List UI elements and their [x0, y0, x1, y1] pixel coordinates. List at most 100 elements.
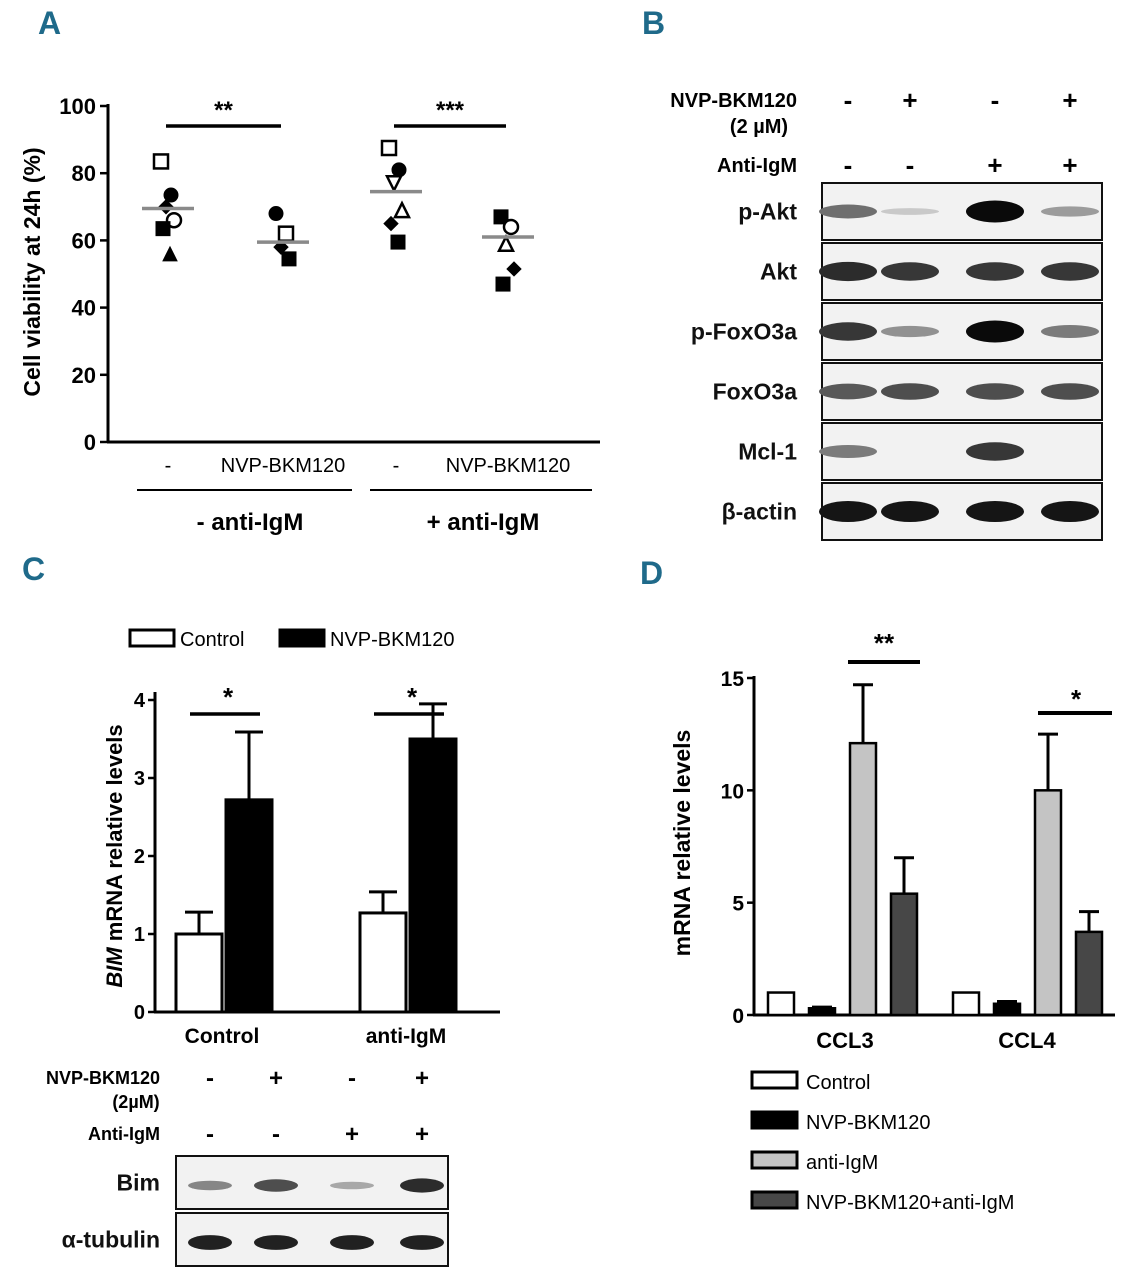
panel-a-significance-label: ** — [214, 97, 233, 124]
panel-c-y-tick-label: 4 — [134, 690, 146, 712]
panel-c-bar-control — [174, 932, 224, 1014]
panel-b-treatment1-sign: + — [902, 85, 917, 115]
panel-c-band — [330, 1181, 374, 1190]
panel-d-significance-label: * — [1071, 684, 1082, 714]
panel-c-band — [188, 1235, 232, 1250]
panel-c-y-tick-label: 2 — [134, 846, 145, 868]
panel-b-band — [819, 383, 877, 400]
panel-a-point-open-circle — [502, 218, 520, 236]
panel-d-y-tick-label: 5 — [732, 893, 744, 916]
panel-c-y-axis-title-italic: BIM — [102, 947, 127, 988]
panel-letter-d: D — [640, 555, 663, 591]
panel-a-y-tick-label: 100 — [59, 94, 96, 119]
panel-c-treatment1-label: NVP-BKM120 — [46, 1068, 160, 1088]
panel-c-treatment1-sign: + — [415, 1065, 429, 1092]
panel-b-band — [966, 442, 1024, 461]
panel-d-y-tick-label: 10 — [721, 780, 744, 803]
panel-b-band — [966, 262, 1024, 281]
panel-b-row-label: FoxO3a — [713, 379, 798, 405]
panel-b-row-label: Akt — [760, 259, 797, 285]
panel-d-x-category-label: CCL3 — [816, 1028, 873, 1053]
panel-b-treatment2-label: Anti-IgM — [717, 155, 797, 177]
panel-b-row-label: Mcl-1 — [738, 439, 797, 465]
panel-letter-b: B — [642, 5, 665, 41]
panel-d-legend-label: NVP-BKM120 — [806, 1112, 931, 1134]
panel-b-band — [881, 262, 939, 281]
panel-a-x-category-label: - — [165, 455, 172, 477]
panel-a-point-diamond — [383, 215, 399, 232]
panel-d-legend-label: Control — [806, 1072, 870, 1094]
panel-a-point-open-square — [380, 139, 398, 157]
panel-d-x-category-label: CCL4 — [998, 1028, 1056, 1053]
panel-a-x-category-label: NVP-BKM120 — [221, 455, 346, 477]
panel-c-band — [254, 1235, 298, 1250]
panel-c-treatment2-sign: + — [415, 1121, 429, 1148]
panel-a-y-tick-label: 20 — [72, 363, 96, 388]
panel-c-band — [400, 1235, 444, 1250]
panel-b-row-label: β-actin — [722, 499, 797, 525]
panel-d-legend-swatch — [750, 1150, 799, 1170]
panel-b-band — [1041, 383, 1099, 400]
panel-c-bar-nvp-bkm120 — [224, 798, 274, 1014]
panel-c-significance-label: * — [407, 682, 418, 712]
panel-d-bar — [1074, 930, 1104, 1017]
panel-a-point-square — [281, 251, 297, 267]
panel-b-treatment1-sign: + — [1062, 85, 1077, 115]
panel-a-y-tick-label: 60 — [72, 228, 96, 253]
panel-b-row-label: p-Akt — [738, 199, 797, 225]
panel-d-bar — [951, 991, 981, 1017]
panel-b-band — [1041, 262, 1099, 281]
panel-a-point-square — [390, 234, 406, 250]
panel-c-treatment2-sign: + — [345, 1121, 359, 1148]
panel-b-band — [1041, 500, 1099, 523]
panel-c-row-label: Bim — [117, 1170, 160, 1196]
panel-c-treatment2-label: Anti-IgM — [88, 1124, 160, 1144]
panel-c-legend-label: NVP-BKM120 — [330, 629, 455, 651]
panel-b-treatment2-sign: - — [906, 150, 915, 180]
panel-b-band — [881, 208, 939, 215]
panel-a-point-square — [493, 209, 509, 225]
panel-c-treatment2-sign: - — [272, 1121, 280, 1148]
panel-c-significance-label: * — [223, 682, 234, 712]
panel-a-point-diamond — [506, 261, 522, 277]
panel-letter-a: A — [38, 5, 61, 41]
panel-a-point-circle — [391, 162, 407, 178]
panel-letter-c: C — [22, 551, 45, 587]
panel-c-legend-swatch-nvp — [278, 628, 326, 648]
panel-a-y-tick-label: 0 — [84, 430, 96, 455]
panel-d-legend-label: anti-IgM — [806, 1152, 878, 1174]
panel-d-y-tick-label: 15 — [721, 668, 745, 691]
panel-b-row-label: p-FoxO3a — [691, 319, 797, 345]
panel-b-treatment1-label: NVP-BKM120 — [670, 90, 797, 112]
panel-c-x-category-label: Control — [185, 1025, 260, 1048]
panel-a-significance-label: *** — [436, 97, 465, 124]
panel-d-legend-swatch — [750, 1110, 799, 1130]
panel-b-band — [966, 200, 1024, 223]
panel-c-legend-swatch-control — [128, 628, 176, 648]
panel-c-y-axis-title-rest: mRNA relative levels — [102, 724, 127, 947]
panel-b-band — [819, 500, 877, 523]
panel-b-treatment1-sign: - — [991, 85, 1000, 115]
panel-a-point-open-square — [277, 225, 295, 242]
panel-a-group-label: - anti-IgM — [197, 509, 304, 536]
panel-b-band — [1041, 325, 1099, 338]
panel-b-treatment2-sign: + — [1062, 150, 1077, 180]
panel-a-x-category-label: NVP-BKM120 — [446, 455, 571, 477]
panel-a-point-square — [495, 276, 511, 292]
panel-a-point-open-triangle — [496, 233, 516, 253]
panel-a-point-open-triangle-down — [384, 175, 404, 194]
panel-b-band — [881, 500, 939, 523]
panel-d-bar — [1033, 789, 1063, 1017]
panel-b-band — [819, 322, 877, 341]
panel-a-point-circle — [163, 187, 179, 203]
panel-b-band — [819, 261, 877, 282]
panel-b-band — [819, 445, 877, 458]
panel-c-y-tick-label: 3 — [134, 768, 145, 790]
panel-d-significance-label: ** — [874, 628, 895, 658]
panel-a-y-tick-label: 40 — [72, 296, 96, 321]
panel-b-treatment1-sign: - — [844, 85, 853, 115]
panel-c-band — [254, 1179, 298, 1192]
panel-c-treatment2-sign: - — [206, 1121, 214, 1148]
panel-a-group-label: + anti-IgM — [427, 509, 540, 536]
